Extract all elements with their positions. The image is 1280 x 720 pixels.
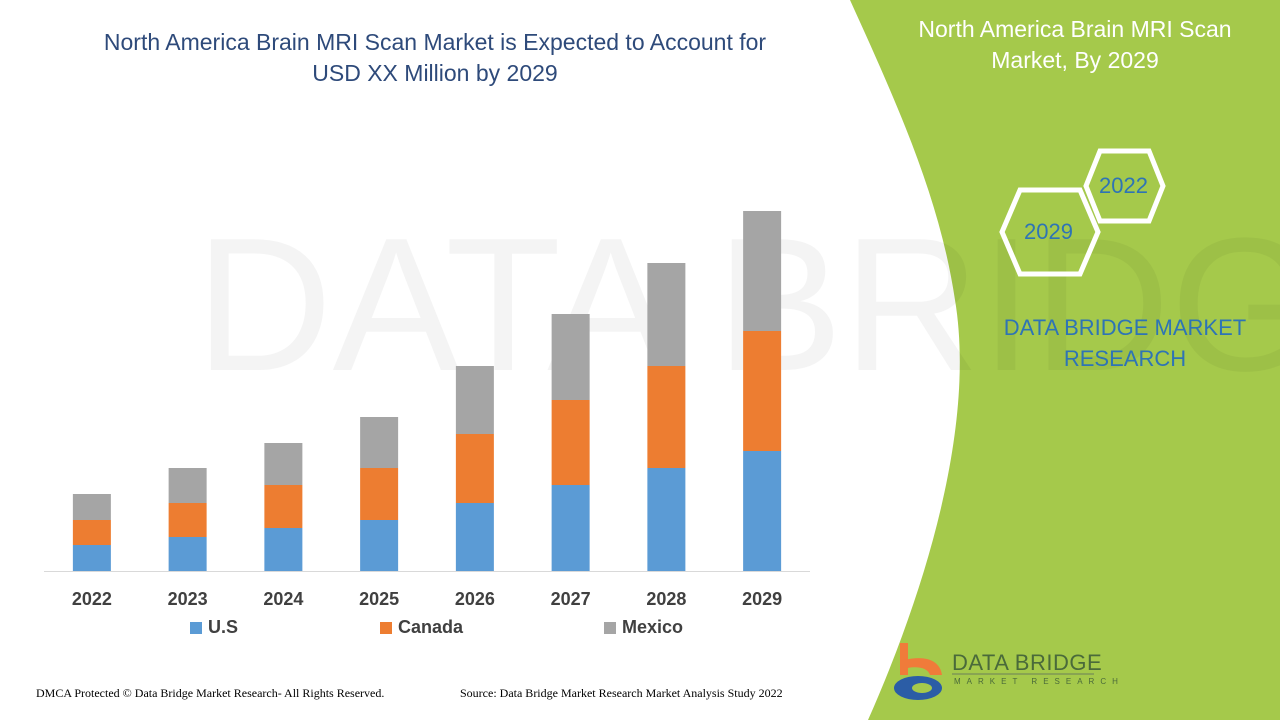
hex-2022 (1083, 148, 1166, 224)
bar-us-2027 (551, 485, 590, 571)
bar-canada-2026 (455, 434, 494, 503)
brand-text: DATA BRIDGE MARKET RESEARCH (1003, 315, 1247, 371)
hex-label-2022: 2022 (1099, 173, 1148, 198)
legend-swatch (604, 621, 616, 634)
x-tick-label: 2026 (455, 589, 495, 609)
x-tick-label: 2025 (359, 589, 399, 609)
bar-canada-2028 (647, 366, 686, 468)
legend-item-mexico: Mexico (604, 617, 683, 638)
bar-mexico-2027 (551, 314, 590, 400)
legend-label: Mexico (622, 617, 684, 637)
bar-canada-2024 (264, 485, 303, 528)
bar-mexico-2025 (360, 417, 399, 468)
bar-us-2022 (72, 545, 111, 571)
x-tick-label: 2023 (168, 589, 208, 609)
legend-label: Canada (398, 617, 464, 637)
legend-swatch (190, 621, 202, 634)
bar-mexico-2023 (168, 468, 207, 503)
bar-mexico-2026 (455, 366, 494, 434)
bar-us-2023 (168, 537, 207, 571)
x-tick-label: 2028 (646, 589, 686, 609)
bar-mexico-2022 (72, 494, 111, 520)
bar-mexico-2029 (743, 211, 782, 331)
footer-copyright: DMCA Protected © Data Bridge Market Rese… (36, 686, 385, 700)
x-tick-label: 2027 (551, 589, 591, 609)
green-side-panel (850, 0, 1280, 720)
footer-source: Source: Data Bridge Market Research Mark… (460, 686, 783, 700)
legend-label: U.S (208, 617, 239, 637)
bar-us-2026 (455, 503, 494, 571)
chart-title: North America Brain MRI Scan Market is E… (103, 29, 767, 86)
bar-canada-2023 (168, 503, 207, 537)
bar-us-2024 (264, 528, 303, 571)
logo-icon (894, 643, 942, 700)
bar-canada-2022 (72, 520, 111, 545)
hex-label-2029: 2029 (1024, 219, 1073, 244)
side-panel-title: North America Brain MRI Scan Market, By … (918, 16, 1232, 73)
logo-subtext: MARKET RESEARCH (954, 677, 1124, 686)
stacked-bar-chart: 2022 2023 2024 2025 2026 2027 2028 2029 (44, 211, 810, 609)
bar-canada-2025 (360, 468, 399, 520)
bar-us-2028 (647, 468, 686, 571)
watermark: DATA BRIDGE (195, 199, 1280, 411)
bar-canada-2027 (551, 400, 590, 485)
bar-mexico-2028 (647, 263, 686, 366)
hex-2029 (999, 187, 1101, 277)
bar-us-2029 (743, 451, 782, 571)
x-tick-label: 2029 (742, 589, 782, 609)
bar-mexico-2024 (264, 443, 303, 485)
legend-swatch (380, 621, 392, 634)
bar-us-2025 (360, 520, 399, 571)
logo-text: DATA BRIDGE (952, 650, 1103, 675)
x-tick-label: 2022 (72, 589, 112, 609)
x-tick-label: 2024 (263, 589, 303, 609)
legend-item-canada: Canada (380, 617, 463, 638)
legend-item-us: U.S (190, 617, 238, 638)
bar-canada-2029 (743, 331, 782, 451)
